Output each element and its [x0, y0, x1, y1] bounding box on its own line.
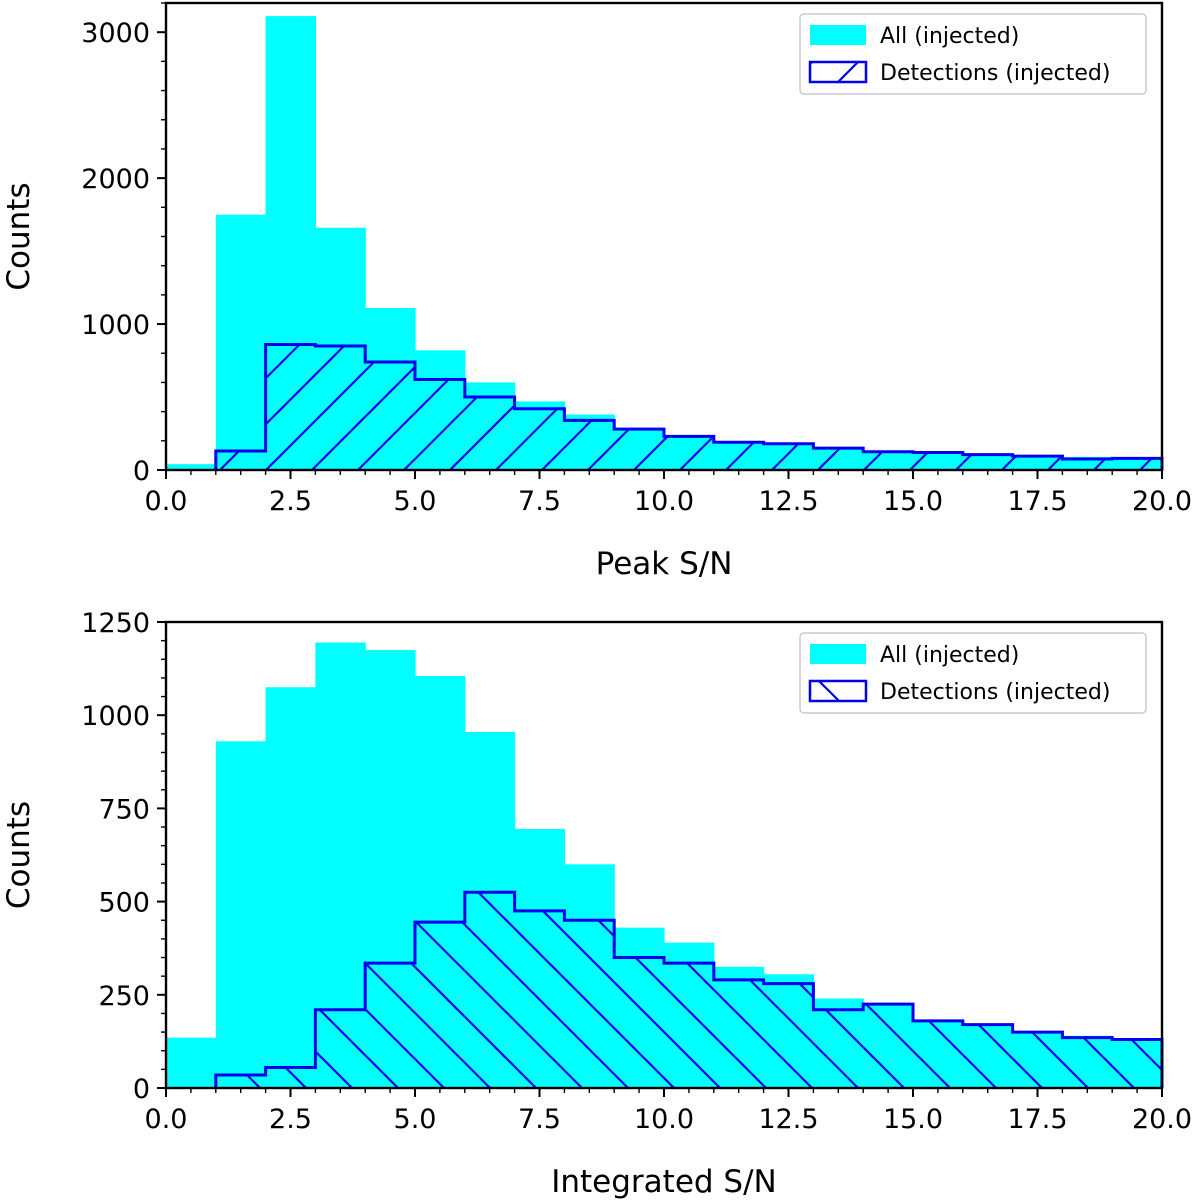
x-tick-label: 2.5	[269, 1104, 312, 1135]
bar-detections-hatch	[215, 451, 266, 470]
bar-detections-hatch	[1012, 456, 1063, 470]
bar-detections-hatch	[913, 1020, 963, 1088]
x-tick-label: 15.0	[883, 486, 943, 517]
legend-swatch-detections	[808, 60, 868, 84]
x-tick-label: 0.0	[145, 1104, 188, 1135]
bar-detections-hatch	[464, 892, 515, 1088]
x-tick-label: 20.0	[1132, 1104, 1192, 1135]
x-axis-ticks: 0.0 2.5 5.0 7.5 10.0 12.5 15.0 17.5 20.0	[145, 470, 1192, 517]
y-axis-ticks: 0 1000 2000 3000	[81, 2, 166, 487]
y-tick-label: 1000	[81, 310, 150, 341]
bar-detections-hatch	[614, 957, 664, 1088]
x-tick-label: 12.5	[758, 486, 818, 517]
bar-detections-hatch	[614, 429, 664, 470]
legend-label-detections: Detections (injected)	[880, 61, 1110, 86]
bar-detections-hatch	[514, 910, 565, 1088]
legend: All (injected) Detections (injected)	[799, 13, 1147, 95]
x-axis-label: Peak S/N	[596, 546, 733, 582]
y-tick-label: 250	[98, 981, 150, 1012]
bar-detections-hatch	[863, 451, 913, 470]
bar-detections-hatch	[813, 448, 864, 470]
bar-detections-hatch	[913, 452, 963, 470]
detection-bars	[214, 890, 1164, 1088]
y-tick-label: 750	[98, 794, 150, 825]
bar-all	[265, 687, 316, 1088]
y-tick-label: 0	[133, 456, 150, 487]
bar-detections-hatch	[315, 345, 366, 470]
bar-detections-hatch	[265, 344, 316, 470]
x-tick-label: 5.0	[394, 486, 437, 517]
x-axis-label: Integrated S/N	[551, 1164, 777, 1200]
bar-detections-hatch	[763, 443, 814, 470]
legend-swatch-detections	[808, 679, 868, 703]
y-axis-ticks: 0 250 500 750 1000 1250	[81, 608, 166, 1105]
bar-detections-hatch	[365, 963, 415, 1088]
bar-all	[166, 1037, 217, 1088]
bar-detections-hatch	[713, 979, 764, 1088]
x-tick-label: 5.0	[394, 1104, 437, 1135]
bar-detections-hatch	[564, 920, 615, 1088]
bar-detections-hatch	[962, 454, 1013, 470]
legend-label-all: All (injected)	[880, 643, 1019, 668]
y-tick-label: 500	[98, 888, 150, 919]
bar-detections-hatch	[713, 442, 764, 470]
bar-detections-hatch	[664, 963, 714, 1088]
bar-detections-hatch	[664, 436, 714, 470]
y-tick-label: 3000	[81, 18, 150, 49]
bar-detections-hatch	[1062, 459, 1113, 470]
x-tick-label: 10.0	[634, 486, 694, 517]
bar-detections-hatch	[1062, 1037, 1113, 1088]
legend-label-detections: Detections (injected)	[880, 680, 1110, 705]
bar-detections-hatch	[415, 379, 465, 470]
bar-detections-hatch	[415, 922, 465, 1088]
x-tick-label: 20.0	[1132, 486, 1192, 517]
bar-detections-hatch	[315, 1009, 366, 1088]
y-axis-label: Counts	[1, 182, 37, 290]
y-tick-label: 2000	[81, 164, 150, 195]
x-tick-label: 15.0	[883, 1104, 943, 1135]
x-tick-label: 0.0	[145, 486, 188, 517]
x-axis-ticks: 0.0 2.5 5.0 7.5 10.0 12.5 15.0 17.5 20.0	[145, 1088, 1192, 1135]
legend-label-all: All (injected)	[880, 24, 1019, 49]
detection-bars	[214, 342, 1164, 470]
y-tick-label: 1250	[81, 608, 150, 639]
bar-all	[215, 741, 267, 1088]
bar-detections-hatch	[464, 397, 515, 470]
bar-detections-hatch	[365, 362, 415, 470]
bar-detections-hatch	[1112, 1039, 1162, 1088]
bar-detections-hatch	[1012, 1032, 1063, 1088]
bar-all	[215, 214, 267, 470]
bar-detections-hatch	[863, 1004, 913, 1088]
legend-swatch-all	[810, 25, 866, 45]
legend-box	[799, 632, 1147, 714]
panel-integrated-sn: 0.0 2.5 5.0 7.5 10.0 12.5 15.0 17.5 20.0 0 250 500…	[1, 608, 1192, 1200]
y-tick-label: 0	[133, 1074, 150, 1105]
bar-detections-hatch	[763, 983, 814, 1088]
x-tick-label: 7.5	[518, 486, 561, 517]
legend-box	[799, 13, 1147, 95]
y-axis-label: Counts	[1, 801, 37, 909]
panel-peak-sn: 0.0 2.5 5.0 7.5 10.0 12.5 15.0 17.5 20.0 0 1000 20…	[1, 1, 1192, 582]
bar-detections-hatch	[962, 1024, 1013, 1088]
bar-detections-hatch	[514, 408, 565, 470]
x-tick-label: 17.5	[1007, 1104, 1067, 1135]
bar-detections-hatch	[1112, 458, 1162, 470]
x-tick-label: 17.5	[1007, 486, 1067, 517]
detections-outline	[214, 890, 1164, 1088]
bar-detections-hatch	[564, 420, 615, 470]
y-tick-label: 1000	[81, 701, 150, 732]
legend: All (injected) Detections (injected)	[799, 632, 1147, 714]
bar-detections-hatch	[813, 1009, 864, 1088]
detections-outline	[214, 342, 1164, 470]
x-tick-label: 7.5	[518, 1104, 561, 1135]
x-tick-label: 10.0	[634, 1104, 694, 1135]
bar-detections-hatch	[215, 1074, 266, 1088]
x-tick-label: 2.5	[269, 486, 312, 517]
bar-detections-hatch	[265, 1067, 316, 1088]
legend-swatch-all	[810, 644, 866, 664]
bar-all	[166, 464, 217, 470]
x-tick-label: 12.5	[758, 1104, 818, 1135]
